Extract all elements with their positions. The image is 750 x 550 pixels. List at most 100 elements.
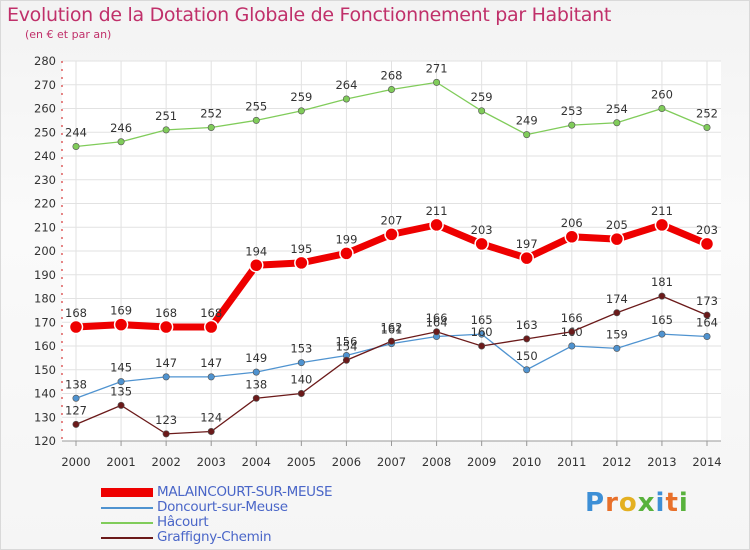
- data-point-doncourt-sur-meuse: [613, 344, 621, 352]
- data-point-hacourt: [297, 107, 305, 115]
- data-point-graffigny-chemin: [568, 328, 576, 336]
- data-label-doncourt-sur-meuse: 156: [335, 335, 357, 349]
- data-label-hacourt: 251: [155, 109, 177, 123]
- x-tick-label: 2002: [152, 455, 181, 469]
- data-point-graffigny-chemin: [658, 292, 666, 300]
- data-point-graffigny-chemin: [433, 328, 441, 336]
- data-point-graffigny-chemin: [252, 394, 260, 402]
- y-tick-label: 210: [34, 220, 56, 234]
- data-point-malaincourt-sur-meuse: [113, 317, 129, 332]
- x-tick-label: 2007: [377, 455, 406, 469]
- data-label-malaincourt-sur-meuse: 211: [426, 204, 448, 218]
- legend-swatch: [101, 537, 153, 539]
- data-point-doncourt-sur-meuse: [297, 359, 305, 367]
- data-label-graffigny-chemin: 173: [696, 294, 718, 308]
- data-label-graffigny-chemin: 123: [155, 413, 177, 427]
- data-label-malaincourt-sur-meuse: 197: [516, 237, 538, 251]
- x-tick-label: 2014: [692, 455, 721, 469]
- logo-letter: x: [637, 488, 656, 518]
- data-label-graffigny-chemin: 160: [471, 325, 493, 339]
- legend-item: Doncourt-sur-Meuse: [101, 499, 401, 516]
- y-tick-label: 250: [34, 125, 56, 139]
- data-label-doncourt-sur-meuse: 147: [155, 356, 177, 370]
- x-tick-label: 2008: [422, 455, 451, 469]
- data-label-hacourt: 246: [110, 121, 132, 135]
- data-point-hacourt: [568, 121, 576, 129]
- data-label-graffigny-chemin: 166: [426, 311, 448, 325]
- data-point-hacourt: [613, 119, 621, 127]
- data-point-hacourt: [387, 86, 395, 94]
- y-tick-label: 160: [34, 339, 56, 353]
- data-label-graffigny-chemin: 135: [110, 384, 132, 398]
- data-point-doncourt-sur-meuse: [523, 366, 531, 374]
- data-point-malaincourt-sur-meuse: [474, 236, 489, 252]
- data-label-malaincourt-sur-meuse: 203: [696, 223, 718, 237]
- data-label-hacourt: 271: [426, 61, 448, 75]
- logo-letter: t: [665, 488, 679, 518]
- data-label-graffigny-chemin: 163: [516, 318, 538, 332]
- data-label-malaincourt-sur-meuse: 199: [335, 232, 357, 246]
- data-point-graffigny-chemin: [613, 309, 621, 317]
- data-point-doncourt-sur-meuse: [252, 368, 260, 376]
- chart-title: Evolution de la Dotation Globale de Fonc…: [7, 4, 612, 26]
- data-label-malaincourt-sur-meuse: 206: [561, 216, 583, 230]
- data-point-malaincourt-sur-meuse: [294, 255, 309, 271]
- data-label-malaincourt-sur-meuse: 211: [651, 204, 673, 218]
- data-label-graffigny-chemin: 127: [65, 403, 87, 417]
- data-point-graffigny-chemin: [117, 401, 125, 409]
- data-label-graffigny-chemin: 181: [651, 275, 673, 289]
- legend-item: Graffigny-Chemin: [101, 529, 401, 546]
- data-point-graffigny-chemin: [703, 311, 711, 319]
- legend: MALAINCOURT-SUR-MEUSE Doncourt-sur-Meuse H…: [101, 484, 401, 546]
- y-tick-label: 190: [34, 268, 56, 282]
- data-point-doncourt-sur-meuse: [207, 373, 215, 381]
- data-label-malaincourt-sur-meuse: 169: [110, 304, 132, 318]
- logo-letter: r: [605, 488, 619, 518]
- data-point-malaincourt-sur-meuse: [158, 319, 174, 335]
- data-label-doncourt-sur-meuse: 153: [290, 342, 312, 356]
- data-label-graffigny-chemin: 162: [381, 320, 403, 334]
- data-label-doncourt-sur-meuse: 164: [696, 316, 718, 330]
- data-label-malaincourt-sur-meuse: 168: [200, 306, 222, 320]
- chart-subtitle: (en € et par an): [25, 28, 112, 41]
- legend-item: Hâcourt: [101, 514, 401, 531]
- x-tick-label: 2009: [467, 455, 496, 469]
- x-tick-label: 2005: [287, 455, 316, 469]
- data-label-graffigny-chemin: 124: [200, 411, 222, 425]
- y-tick-label: 230: [34, 173, 56, 187]
- data-point-doncourt-sur-meuse: [703, 332, 711, 340]
- data-point-doncourt-sur-meuse: [162, 373, 170, 381]
- data-label-hacourt: 252: [696, 107, 718, 121]
- data-point-doncourt-sur-meuse: [117, 378, 125, 386]
- data-label-malaincourt-sur-meuse: 203: [471, 223, 493, 237]
- data-label-graffigny-chemin: 140: [290, 373, 312, 387]
- data-point-doncourt-sur-meuse: [568, 342, 576, 350]
- data-point-malaincourt-sur-meuse: [654, 217, 670, 233]
- data-point-graffigny-chemin: [72, 420, 80, 428]
- data-label-doncourt-sur-meuse: 150: [516, 349, 538, 363]
- data-label-malaincourt-sur-meuse: 207: [381, 213, 403, 227]
- data-label-hacourt: 260: [651, 88, 673, 102]
- data-point-hacourt: [162, 126, 170, 134]
- x-tick-label: 2001: [106, 455, 135, 469]
- logo-letter: i: [655, 488, 666, 518]
- y-tick-label: 270: [34, 78, 56, 92]
- data-point-hacourt: [478, 107, 486, 115]
- data-point-hacourt: [207, 124, 215, 132]
- data-point-graffigny-chemin: [342, 356, 350, 364]
- data-label-doncourt-sur-meuse: 161: [381, 323, 403, 337]
- y-tick-label: 240: [34, 149, 56, 163]
- x-tick-label: 2013: [647, 455, 676, 469]
- data-point-malaincourt-sur-meuse: [203, 319, 219, 335]
- proxiti-logo: Proxiti: [585, 488, 689, 518]
- x-tick-label: 2006: [332, 455, 361, 469]
- legend-swatch: [101, 488, 153, 497]
- legend-label: Graffigny-Chemin: [157, 529, 272, 545]
- x-tick-label: 2000: [61, 455, 90, 469]
- y-tick-label: 260: [34, 102, 56, 116]
- data-label-hacourt: 252: [200, 107, 222, 121]
- data-point-doncourt-sur-meuse: [658, 330, 666, 338]
- data-label-doncourt-sur-meuse: 149: [245, 351, 267, 365]
- legend-label: Hâcourt: [157, 514, 209, 530]
